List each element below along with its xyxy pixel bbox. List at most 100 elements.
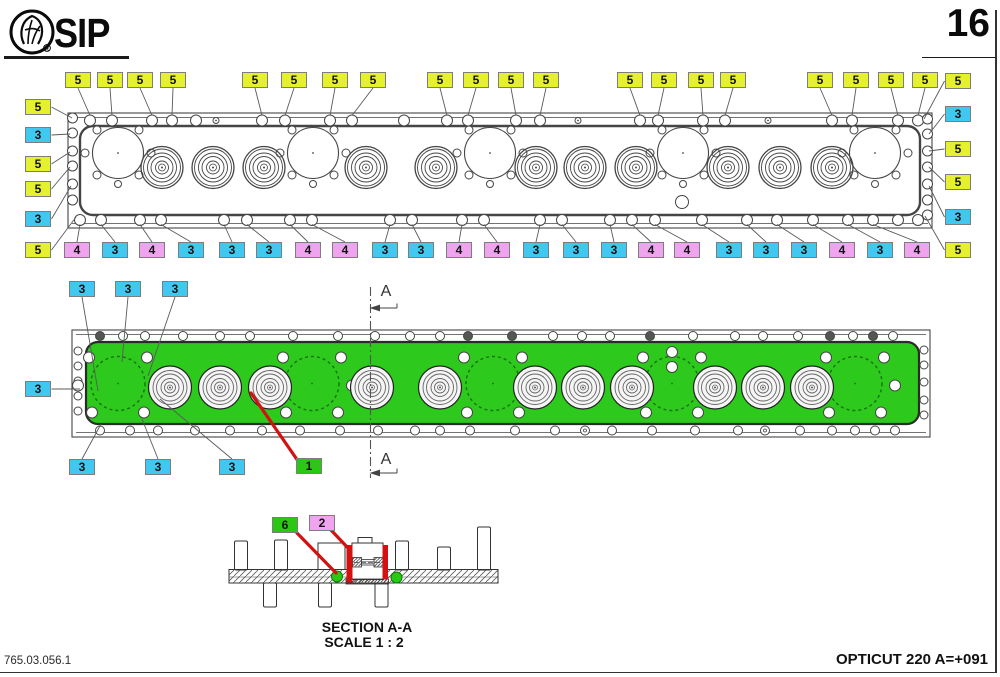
bolt-hole bbox=[733, 425, 743, 436]
disc-ring bbox=[806, 381, 818, 394]
disc-ring bbox=[765, 152, 795, 183]
callout-3: 3 bbox=[523, 242, 549, 258]
disc-ring bbox=[757, 381, 769, 394]
leader-line bbox=[139, 87, 153, 116]
header-rule-left bbox=[4, 56, 129, 59]
disc-ring bbox=[354, 370, 390, 405]
bolt-hole bbox=[84, 114, 96, 127]
callout-5: 5 bbox=[617, 72, 643, 88]
bolt-hole bbox=[464, 125, 474, 135]
center-dot bbox=[312, 152, 314, 154]
callout-3: 3 bbox=[69, 281, 95, 297]
disc-ring bbox=[252, 156, 276, 179]
bolt-hole bbox=[919, 395, 929, 405]
callout-3: 3 bbox=[945, 106, 971, 122]
leader-line bbox=[851, 87, 857, 116]
disc-ring bbox=[706, 145, 750, 190]
disc-ring bbox=[242, 145, 286, 190]
disc-ring bbox=[709, 148, 747, 187]
center-dot bbox=[269, 386, 271, 389]
disc-ring bbox=[147, 152, 177, 183]
bolt-hole bbox=[640, 406, 652, 419]
bolt-hole bbox=[86, 406, 98, 419]
disc-ring bbox=[632, 163, 640, 172]
callout-4: 4 bbox=[139, 242, 165, 258]
bolt-hole bbox=[807, 214, 819, 226]
bolt-hole bbox=[73, 361, 83, 371]
callout-5: 5 bbox=[945, 141, 971, 157]
bolt-hole bbox=[277, 351, 289, 364]
callout-3: 3 bbox=[219, 242, 245, 258]
bolt-hole bbox=[675, 195, 689, 209]
bolt-hole bbox=[463, 331, 473, 341]
disc-ring bbox=[618, 373, 646, 402]
disc-ring bbox=[252, 370, 288, 405]
disc-ring bbox=[434, 381, 446, 394]
bolt-hole bbox=[256, 114, 268, 127]
callout-3: 3 bbox=[791, 242, 817, 258]
callout-5: 5 bbox=[97, 72, 123, 88]
leader-line bbox=[561, 224, 577, 243]
callout-5: 5 bbox=[807, 72, 833, 88]
flange bbox=[345, 578, 389, 585]
section-marker-letter-top: A bbox=[381, 283, 392, 300]
bolt-hole bbox=[134, 214, 146, 226]
callout-1: 1 bbox=[296, 458, 322, 474]
leader-line bbox=[76, 224, 81, 243]
bolt-hole bbox=[922, 161, 933, 173]
bolt-hole bbox=[138, 406, 150, 419]
callout-5: 5 bbox=[25, 156, 51, 172]
callout-3: 3 bbox=[145, 459, 171, 475]
leader-line bbox=[928, 166, 945, 183]
callout-5: 5 bbox=[463, 72, 489, 88]
callout-3: 3 bbox=[178, 242, 204, 258]
sip-logo: R SIP bbox=[4, 4, 204, 60]
leader-line bbox=[890, 87, 899, 116]
callout-3: 3 bbox=[25, 127, 51, 143]
disc-ring bbox=[201, 156, 225, 179]
stud-bolt bbox=[274, 539, 288, 571]
disc-ring bbox=[566, 148, 604, 187]
bolt-hole bbox=[719, 114, 731, 127]
callout-5: 5 bbox=[127, 72, 153, 88]
disc-ring bbox=[753, 378, 773, 397]
bolt-hole bbox=[67, 194, 78, 206]
callout-4: 4 bbox=[484, 242, 510, 258]
leader-line bbox=[924, 215, 945, 251]
disc-ring bbox=[354, 156, 378, 179]
bolt-hole bbox=[67, 127, 78, 139]
disc-ring bbox=[563, 145, 607, 190]
bolt-hole bbox=[870, 425, 880, 436]
bolt-hole bbox=[666, 346, 678, 358]
disc-ring bbox=[426, 373, 454, 402]
disc-ring bbox=[424, 156, 448, 179]
bolt-hole bbox=[452, 148, 462, 158]
callout-3: 3 bbox=[219, 459, 245, 475]
disc-ring bbox=[761, 148, 799, 187]
callout-4: 4 bbox=[446, 242, 472, 258]
bolt-hole bbox=[891, 125, 901, 135]
bolt-hole bbox=[652, 114, 664, 127]
disc-ring bbox=[745, 370, 781, 405]
leader-line bbox=[109, 87, 113, 116]
leader-line bbox=[631, 224, 652, 243]
leader-line bbox=[819, 87, 833, 116]
leader-line bbox=[51, 166, 71, 190]
bolt-hole bbox=[146, 114, 158, 127]
leader-line bbox=[812, 224, 843, 243]
leader-line bbox=[81, 423, 102, 460]
stud-bolt bbox=[477, 526, 491, 571]
leader-line bbox=[629, 87, 641, 116]
section-a-a-view bbox=[228, 526, 499, 608]
leader-line bbox=[223, 224, 233, 243]
leader-line bbox=[510, 87, 517, 116]
callout-5: 5 bbox=[878, 72, 904, 88]
callout-5: 5 bbox=[25, 242, 51, 258]
bolt-hole bbox=[890, 425, 900, 436]
disc-ring bbox=[624, 156, 648, 179]
bolt-hole bbox=[405, 331, 415, 341]
leader-line bbox=[311, 224, 346, 243]
callout-5: 5 bbox=[242, 72, 268, 88]
